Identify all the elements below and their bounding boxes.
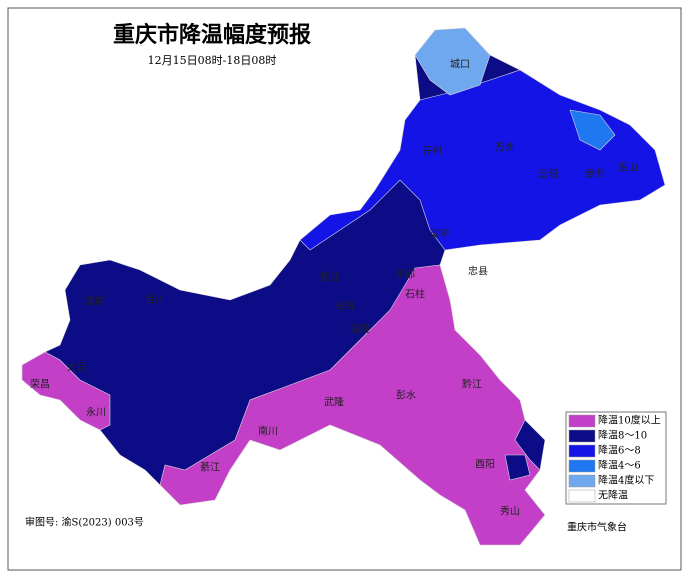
region-below-4 — [414, 27, 491, 96]
title: 重庆市降温幅度预报 — [113, 22, 311, 48]
subtitle: 12月15日08时-18日08时 — [148, 54, 277, 67]
place-label: 涪陵 — [350, 323, 370, 336]
map — [21, 27, 666, 546]
place-label: 黔江 — [462, 378, 482, 391]
place-label: 忠县 — [468, 266, 488, 278]
legend-swatch — [568, 459, 596, 473]
place-label: 云阳 — [538, 169, 558, 181]
place-label: 梁平 — [430, 228, 450, 241]
place-label: 大足 — [67, 361, 87, 374]
place-label: 垫江 — [320, 271, 340, 284]
approval-number: 审图号: 渝S(2023) 003号 — [25, 516, 144, 529]
place-label: 万州 — [495, 142, 515, 154]
place-label: 开州 — [422, 146, 442, 158]
legend-box — [565, 411, 667, 505]
legend-label: 降温10度以上 — [598, 414, 661, 427]
legend-swatch — [568, 489, 596, 503]
place-label: 城口 — [450, 59, 470, 71]
place-label: 奉节 — [585, 168, 605, 181]
place-label: 永川 — [86, 406, 106, 419]
legend-label: 降温4～6 — [598, 459, 641, 472]
region-above-10-west — [21, 351, 111, 431]
place-label: 荣昌 — [30, 379, 50, 391]
place-label: 武隆 — [324, 396, 344, 409]
place-label: 长寿 — [335, 300, 355, 313]
place-label: 石柱 — [405, 288, 425, 301]
legend-label: 降温6～8 — [598, 444, 641, 457]
place-label: 南川 — [258, 425, 278, 438]
place-label: 巫山 — [618, 162, 638, 174]
place-label: 潼南 — [85, 295, 105, 308]
place-label: 合川 — [145, 293, 165, 306]
region-4-6 — [569, 109, 616, 151]
place-label: 綦江 — [200, 461, 220, 474]
legend-label: 无降温 — [598, 489, 628, 502]
legend-swatch — [568, 474, 596, 488]
legend-swatch — [568, 444, 596, 458]
place-label: 彭水 — [396, 389, 416, 402]
legend-swatch — [568, 429, 596, 443]
region-above-10 — [159, 264, 546, 546]
region-8-10-patch — [504, 454, 531, 481]
legend-swatch — [568, 414, 596, 428]
legend-label: 降温8～10 — [598, 429, 647, 442]
agency: 重庆市气象台 — [567, 521, 627, 534]
place-label: 丰都 — [395, 268, 415, 281]
place-label: 酉阳 — [475, 459, 495, 471]
legend-label: 降温4度以下 — [598, 474, 654, 487]
place-label: 秀山 — [500, 506, 520, 518]
